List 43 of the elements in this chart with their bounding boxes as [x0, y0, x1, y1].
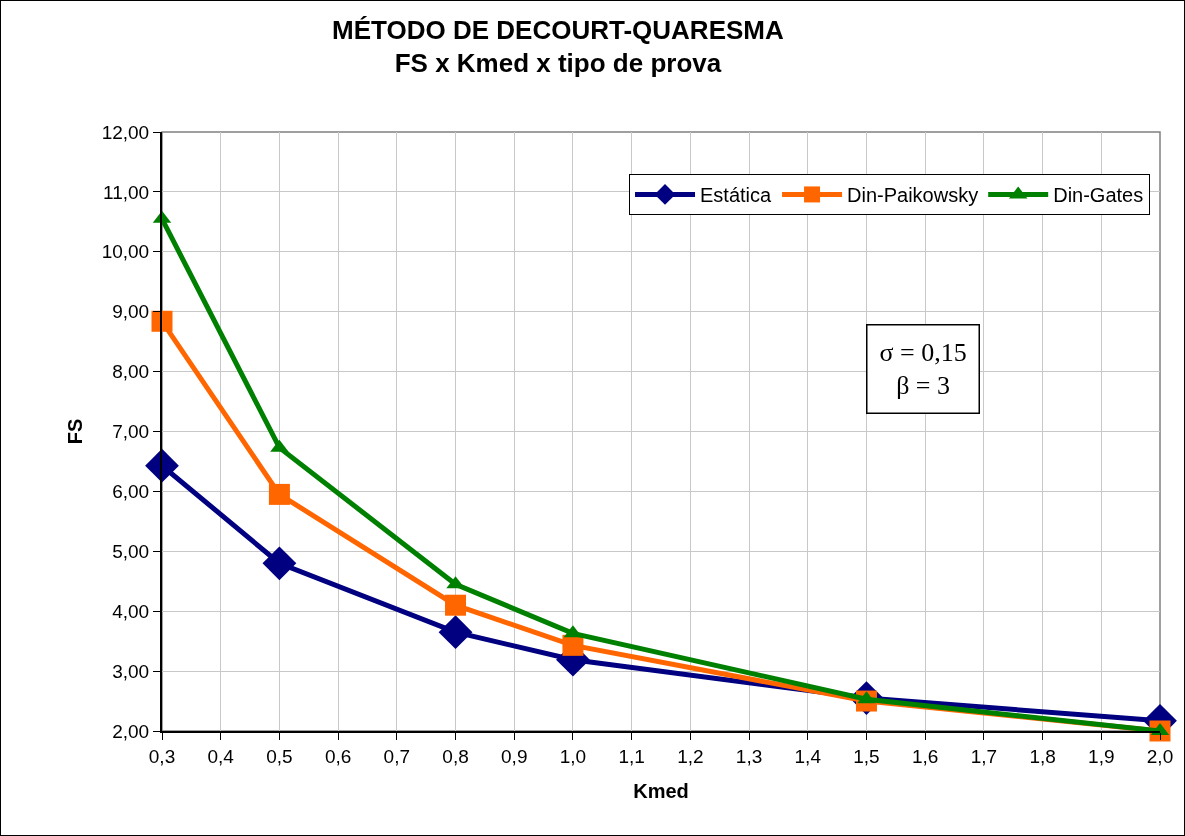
- x-axis-title: Kmed: [633, 779, 689, 802]
- x-tick-label: 0,8: [442, 745, 469, 767]
- x-tick-label: 1,2: [677, 745, 704, 767]
- y-tick-label: 6,00: [112, 481, 150, 503]
- x-tick-label: 1,6: [911, 745, 939, 767]
- x-tick-label: 1,0: [559, 745, 587, 767]
- point: [562, 634, 584, 656]
- y-tick-label: 2,00: [112, 720, 150, 742]
- y-tick-label: 11,00: [103, 181, 150, 203]
- x-tick-label: 1,5: [853, 745, 880, 767]
- y-tick-label: 4,00: [112, 600, 150, 622]
- point: [262, 546, 297, 581]
- legend-label: Din-Gates: [1053, 184, 1144, 207]
- point: [145, 448, 179, 483]
- y-tick-label: 7,00: [112, 421, 150, 443]
- y-tick-label: 10,00: [101, 241, 150, 263]
- x-tick-label: 1,4: [794, 745, 822, 767]
- legend-label: Din-Paikowsky: [847, 184, 979, 207]
- x-tick-label: 0,9: [501, 745, 528, 767]
- point: [445, 594, 467, 616]
- x-tick-label: 0,3: [148, 745, 176, 767]
- x-tick-label: 0,4: [207, 745, 235, 767]
- point: [268, 483, 290, 505]
- annotation: σ = 0,15 β = 3: [879, 337, 967, 401]
- x-tick-label: 0,5: [266, 745, 293, 767]
- point: [151, 310, 173, 332]
- x-tick-label: 0,7: [383, 745, 411, 767]
- legend-label: Estática: [700, 184, 773, 207]
- chart-title: MÉTODO DE DECOURT-QUARESMA FS x Kmed x tipo de prova: [332, 14, 784, 79]
- y-tick-label: 3,00: [112, 660, 150, 682]
- y-tick-label: 9,00: [112, 301, 150, 323]
- y-tick-label: 12,00: [101, 121, 150, 143]
- x-tick-label: 1,1: [618, 745, 645, 767]
- x-tick-label: 1,7: [970, 745, 998, 767]
- x-tick-label: 1,8: [1029, 745, 1056, 767]
- x-tick-label: 1,3: [735, 745, 763, 767]
- point: [438, 615, 473, 650]
- x-tick-label: 0,6: [324, 745, 352, 767]
- x-tick-label: 2,0: [1146, 745, 1174, 767]
- y-axis-title: FS: [63, 418, 86, 445]
- y-tick-label: 5,00: [112, 540, 150, 562]
- x-tick-label: 1,9: [1088, 745, 1115, 767]
- y-tick-label: 8,00: [112, 361, 150, 383]
